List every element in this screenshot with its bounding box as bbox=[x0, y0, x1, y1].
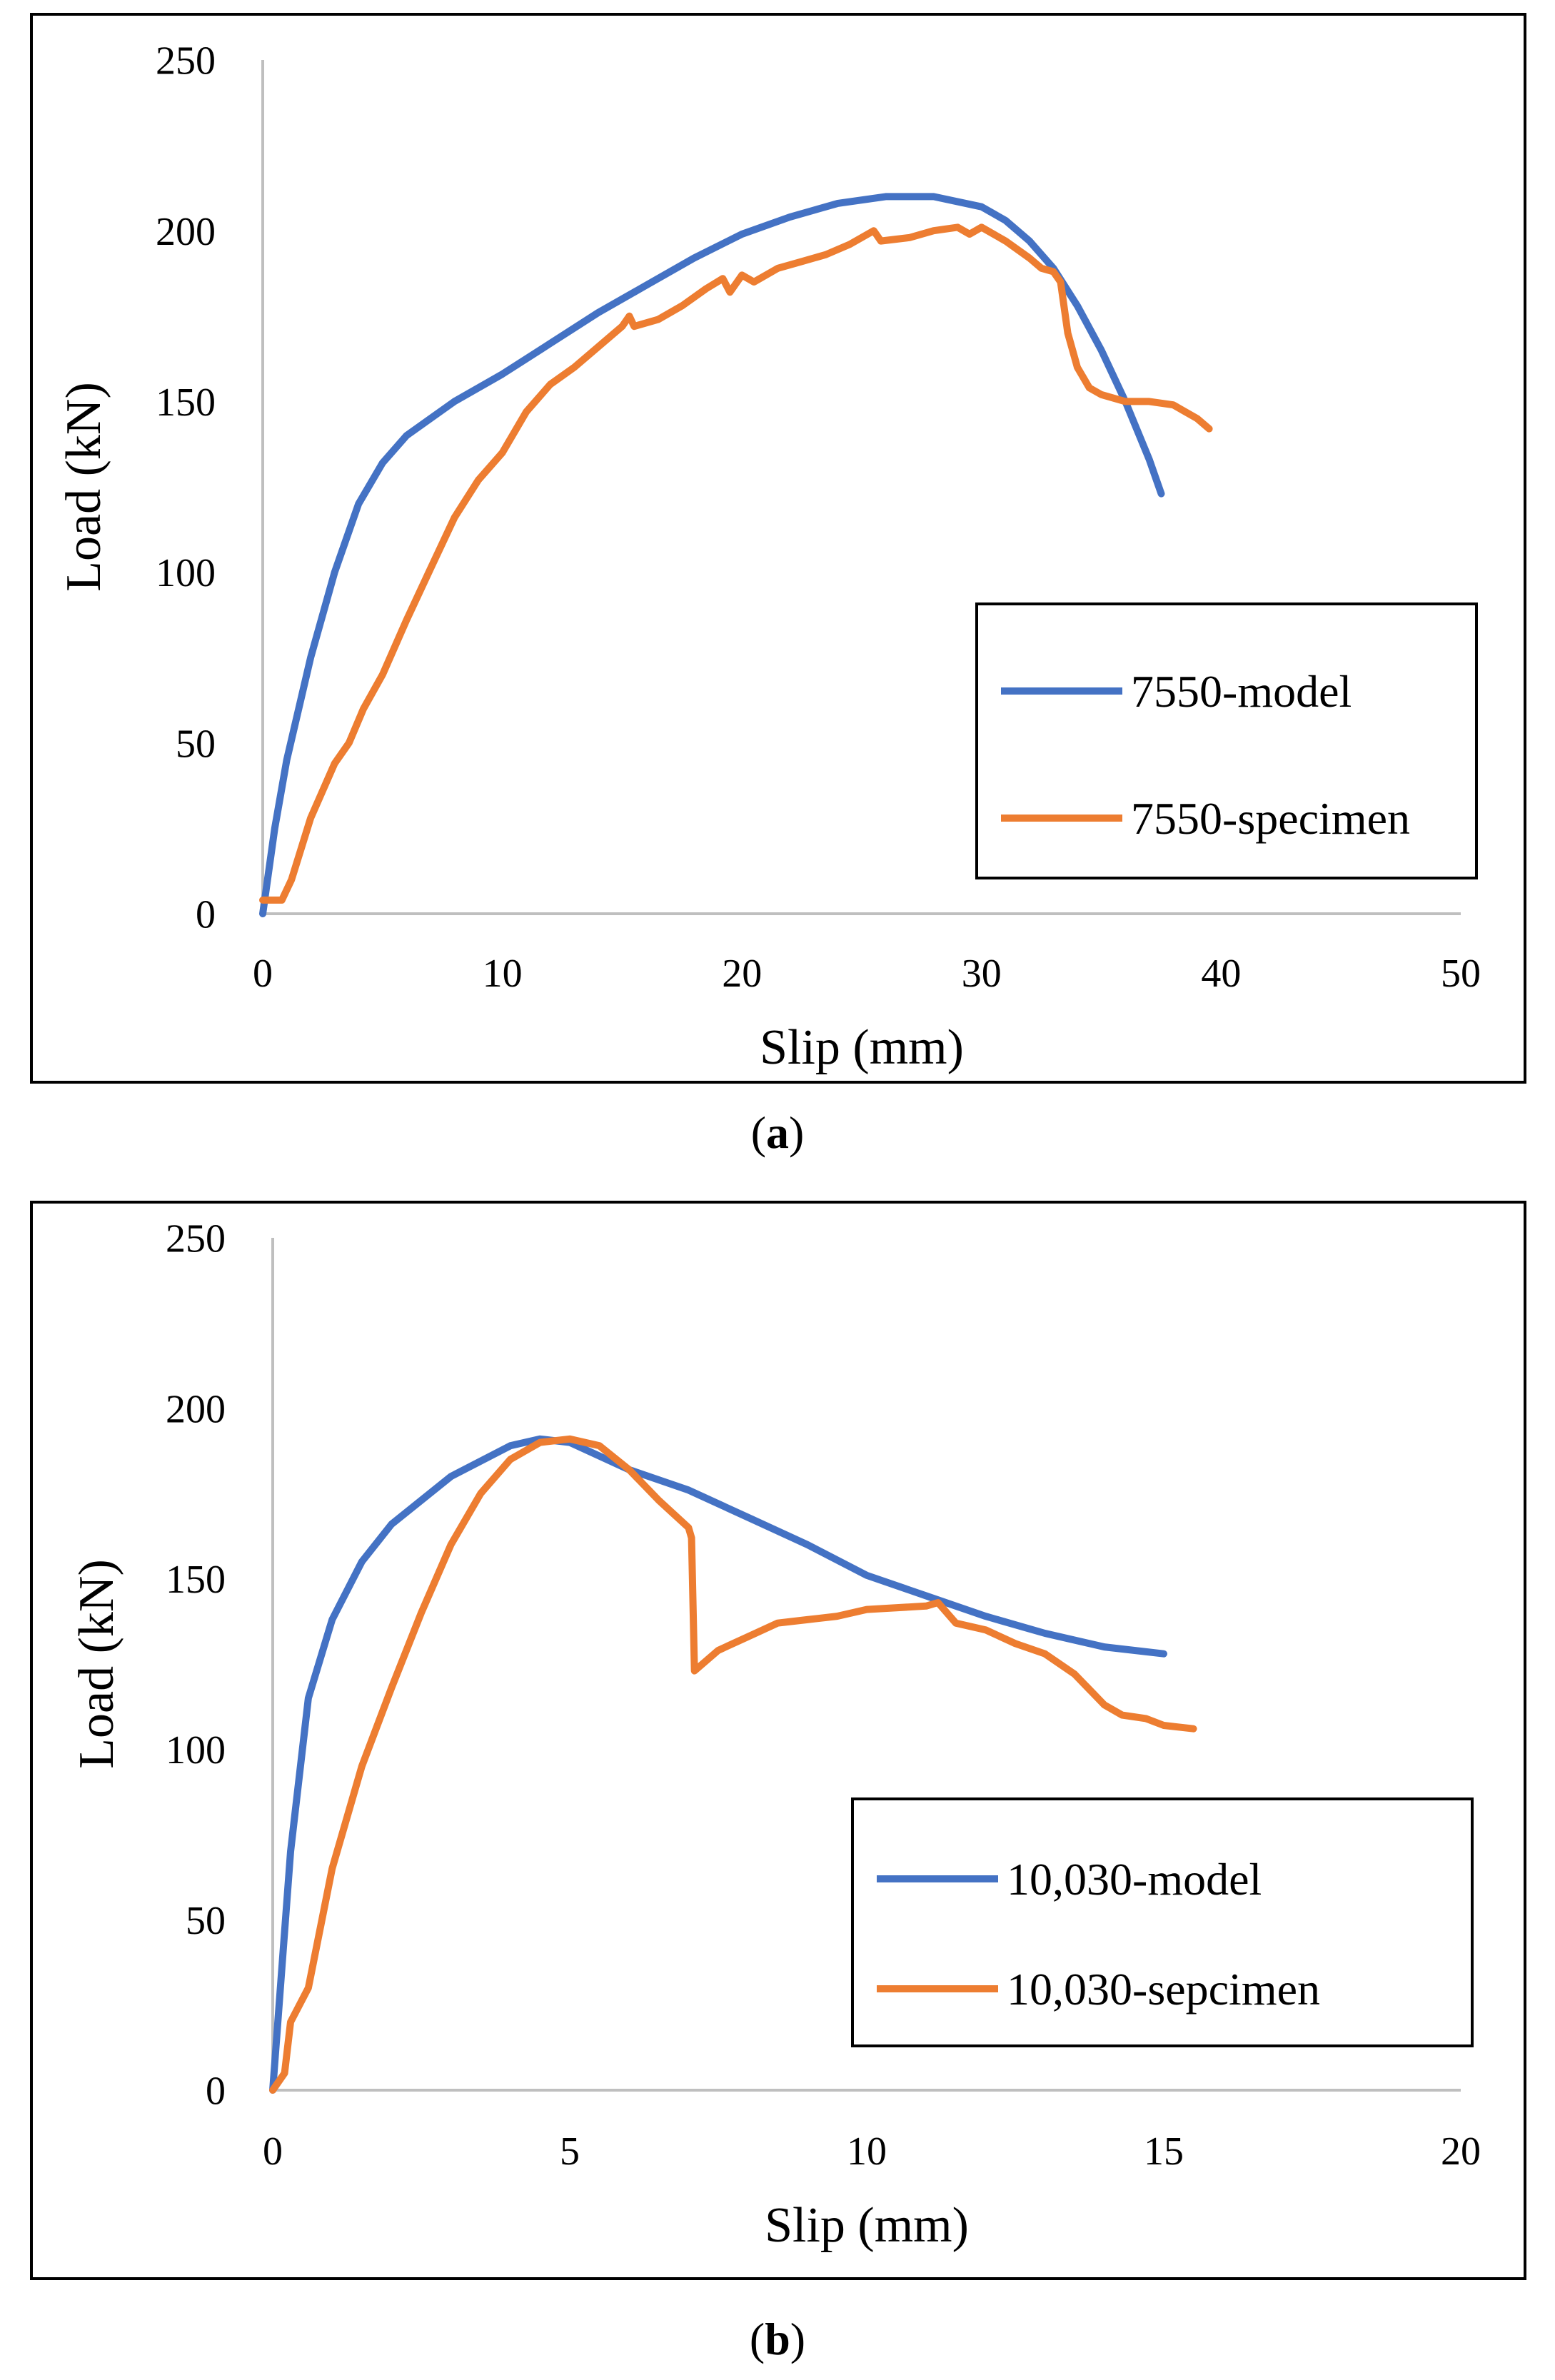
legend-box bbox=[975, 602, 1478, 879]
y-tick-label: 100 bbox=[166, 1728, 226, 1773]
legend-box bbox=[851, 1797, 1474, 2047]
x-axis-label: Slip (mm) bbox=[765, 2198, 969, 2253]
x-tick-label: 10 bbox=[483, 952, 523, 996]
x-tick-label: 30 bbox=[962, 952, 1002, 996]
y-tick-label: 0 bbox=[206, 2069, 226, 2114]
y-tick-label: 50 bbox=[186, 1899, 226, 1943]
y-tick-label: 50 bbox=[176, 722, 216, 766]
y-axis-label: Load (kN) bbox=[69, 1559, 124, 1769]
y-tick-label: 200 bbox=[166, 1387, 226, 1431]
y-tick-label: 250 bbox=[156, 39, 216, 84]
y-tick-label: 150 bbox=[166, 1558, 226, 1602]
x-tick-label: 10 bbox=[847, 2129, 887, 2174]
panel-caption-a: (a) bbox=[750, 1107, 805, 1158]
legend-label-1: 10,030-model bbox=[1007, 1854, 1262, 1905]
chart-frame bbox=[30, 1201, 1526, 2280]
legend-label-2: 10,030-sepcimen bbox=[1007, 1964, 1320, 2015]
chart-panel-b: 0 50 100 150 200 250 0 5 10 15 20 Slip (mm) Load (kN… bbox=[30, 1201, 1526, 2280]
x-tick-label: 20 bbox=[1441, 2129, 1481, 2174]
y-tick-label: 250 bbox=[166, 1217, 226, 1261]
series-line-2 bbox=[259, 223, 1213, 904]
series-line-2 bbox=[269, 1435, 1197, 2094]
chart-panel-a: 0 50 100 150 200 250 0 10 20 30 40 50 Slip (mm) Load … bbox=[30, 13, 1526, 1084]
y-tick-label: 150 bbox=[156, 380, 216, 425]
y-axis-label: Load (kN) bbox=[56, 382, 111, 592]
panel-caption-b: (b) bbox=[749, 2314, 806, 2364]
y-tick-label: 100 bbox=[156, 551, 216, 595]
x-tick-label: 50 bbox=[1441, 952, 1481, 996]
y-tick-label: 0 bbox=[196, 893, 216, 937]
x-tick-label: 15 bbox=[1144, 2129, 1184, 2174]
series-line-1 bbox=[269, 1435, 1167, 2094]
panel-label-a: a bbox=[766, 1107, 789, 1158]
legend-label-1: 7550-model bbox=[1131, 666, 1352, 717]
x-axis-label: Slip (mm) bbox=[760, 1020, 964, 1075]
x-tick-label: 20 bbox=[722, 952, 762, 996]
legend-label-2: 7550-specimen bbox=[1131, 793, 1410, 844]
panel-label-b: b bbox=[765, 2314, 790, 2364]
x-tick-label: 0 bbox=[263, 2129, 283, 2174]
x-tick-label: 40 bbox=[1201, 952, 1241, 996]
x-tick-label: 5 bbox=[560, 2129, 580, 2174]
chart-frame bbox=[30, 13, 1526, 1084]
x-tick-label: 0 bbox=[253, 952, 273, 996]
y-tick-label: 200 bbox=[156, 210, 216, 254]
